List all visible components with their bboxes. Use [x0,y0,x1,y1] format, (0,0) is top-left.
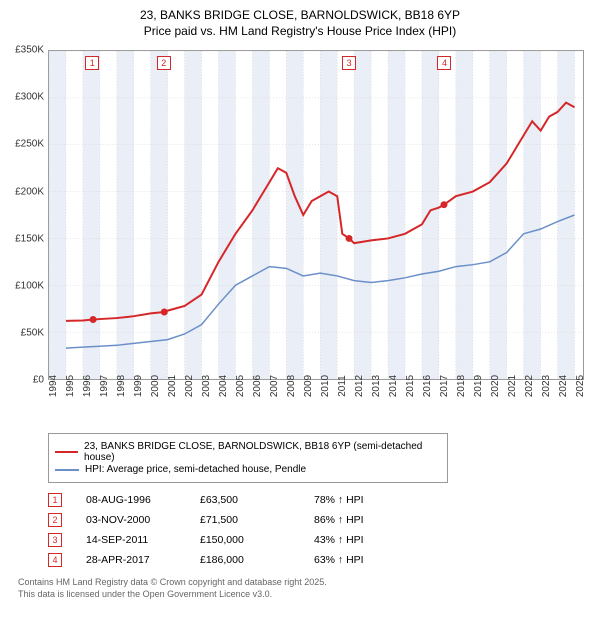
table-date: 03-NOV-2000 [86,514,176,526]
table-row: 1 08-AUG-1996 £63,500 78% ↑ HPI [48,493,592,507]
y-axis-label: £50K [8,328,44,339]
y-axis-label: £0 [8,375,44,386]
plot-area [48,50,584,380]
marker-label-2: 2 [157,56,171,70]
legend-item: HPI: Average price, semi-detached house,… [55,464,441,475]
legend-item: 23, BANKS BRIDGE CLOSE, BARNOLDSWICK, BB… [55,441,441,463]
table-price: £71,500 [200,514,290,526]
table-date: 08-AUG-1996 [86,494,176,506]
legend-swatch [55,469,79,471]
table-date: 28-APR-2017 [86,554,176,566]
table-date: 14-SEP-2011 [86,534,176,546]
table-price: £150,000 [200,534,290,546]
marker-label-1: 1 [85,56,99,70]
table-delta: 78% ↑ HPI [314,494,404,506]
legend-swatch [55,451,78,453]
x-axis-label: 2025 [575,375,600,397]
y-axis-label: £300K [8,92,44,103]
y-axis-label: £150K [8,233,44,244]
table-row: 3 14-SEP-2011 £150,000 43% ↑ HPI [48,533,592,547]
footer-line1: Contains HM Land Registry data © Crown c… [18,577,592,589]
table-price: £186,000 [200,554,290,566]
table-delta: 63% ↑ HPI [314,554,404,566]
chart-area: £0£50K£100K£150K£200K£250K£300K£350K1994… [8,45,592,425]
marker-label-4: 4 [437,56,451,70]
legend-label: 23, BANKS BRIDGE CLOSE, BARNOLDSWICK, BB… [84,441,441,463]
y-axis-label: £100K [8,280,44,291]
legend: 23, BANKS BRIDGE CLOSE, BARNOLDSWICK, BB… [48,433,448,483]
table-marker: 4 [48,553,62,567]
footer-line2: This data is licensed under the Open Gov… [18,589,592,601]
table-marker: 2 [48,513,62,527]
chart-container: 23, BANKS BRIDGE CLOSE, BARNOLDSWICK, BB… [0,0,600,620]
table-delta: 43% ↑ HPI [314,534,404,546]
data-table: 1 08-AUG-1996 £63,500 78% ↑ HPI 2 03-NOV… [48,493,592,567]
y-axis-label: £350K [8,45,44,56]
footer: Contains HM Land Registry data © Crown c… [18,577,592,600]
table-marker: 1 [48,493,62,507]
table-marker: 3 [48,533,62,547]
marker-label-3: 3 [342,56,356,70]
legend-label: HPI: Average price, semi-detached house,… [85,464,306,475]
y-axis-label: £250K [8,139,44,150]
plot-svg [49,51,583,379]
y-axis-label: £200K [8,186,44,197]
chart-title: 23, BANKS BRIDGE CLOSE, BARNOLDSWICK, BB… [8,8,592,39]
title-line1: 23, BANKS BRIDGE CLOSE, BARNOLDSWICK, BB… [8,8,592,24]
table-row: 4 28-APR-2017 £186,000 63% ↑ HPI [48,553,592,567]
title-line2: Price paid vs. HM Land Registry's House … [8,24,592,40]
table-delta: 86% ↑ HPI [314,514,404,526]
table-row: 2 03-NOV-2000 £71,500 86% ↑ HPI [48,513,592,527]
table-price: £63,500 [200,494,290,506]
